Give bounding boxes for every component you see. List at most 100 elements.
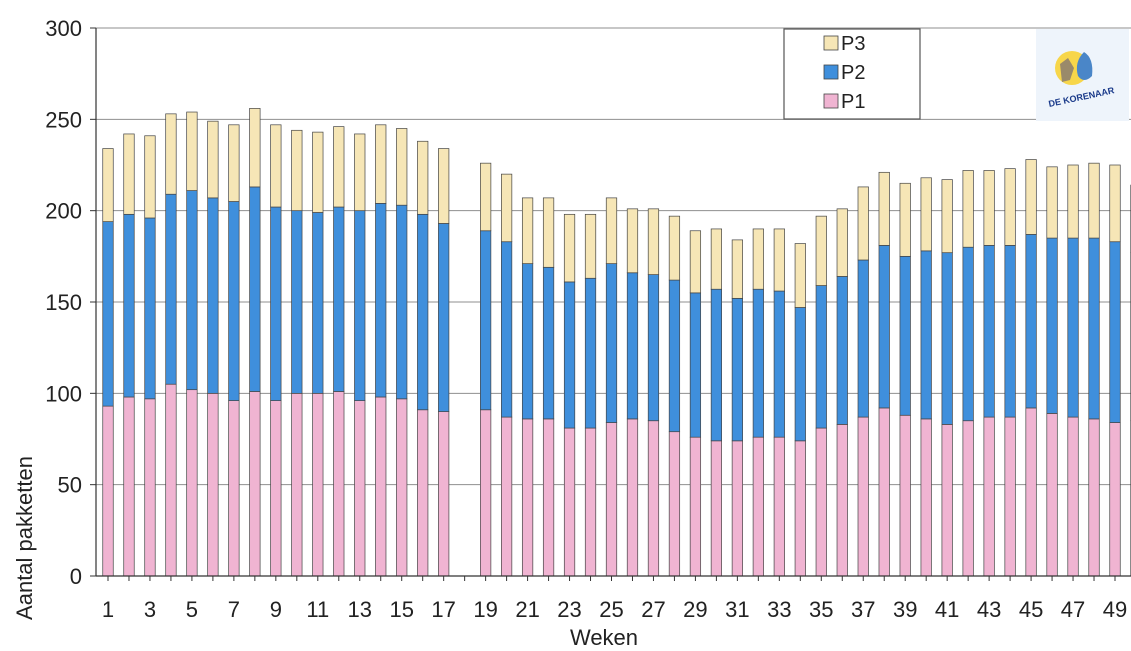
bar-p2-week-25 — [605, 263, 618, 423]
bar-p2-week-42 — [962, 246, 974, 422]
x-axis: 1 3 5 7 9 11 13 15 17 19 21 23 25 27 29 31 33 35 37 39 41 43 4… — [96, 575, 1131, 622]
bar-p2-week-10 — [291, 210, 303, 394]
bar-p1-week-4 — [165, 383, 177, 577]
bar-p1-week-37 — [857, 416, 869, 577]
x-tick-label: 29 — [683, 597, 707, 622]
bar-p2-week-21 — [521, 263, 534, 420]
bar-p3-week-24 — [584, 213, 597, 279]
x-tick-label: 17 — [431, 597, 455, 622]
bar-p3-week-16 — [417, 140, 429, 215]
bar-p1-week-24 — [584, 427, 597, 577]
bar-p2-week-41 — [941, 252, 953, 425]
bar-p3-week-44 — [1004, 168, 1016, 246]
x-tick-label: 9 — [270, 597, 282, 622]
legend-box — [783, 28, 921, 120]
bar-p2-week-27 — [647, 274, 660, 422]
bar-p3-week-30 — [710, 228, 723, 290]
bar-p3-week-41 — [941, 179, 953, 254]
bar-p2-week-22 — [542, 266, 555, 420]
bar-p2-week-6 — [207, 197, 219, 394]
bar-p2-week-31 — [731, 298, 743, 442]
bar-p1-week-1 — [102, 405, 114, 577]
bar-p3-week-40 — [920, 177, 932, 252]
x-tick-label: 45 — [1019, 597, 1043, 622]
x-tick-label: 3 — [144, 597, 156, 622]
bar-p3-week-29 — [689, 230, 702, 294]
y-tick-label: 100 — [45, 381, 82, 406]
bar-p1-week-27 — [647, 420, 660, 577]
bar-p2-week-36 — [836, 276, 848, 425]
bar-p3-week-49 — [1109, 164, 1121, 243]
bar-p2-week-33 — [773, 290, 785, 438]
bar-p3-week-35 — [815, 215, 827, 286]
bar-p1-week-21 — [521, 418, 534, 577]
y-tick-label: 250 — [45, 107, 82, 132]
bar-p3-week-23 — [563, 213, 576, 283]
bar-p2-week-34 — [794, 307, 806, 442]
bar-p2-week-5 — [186, 190, 198, 391]
bar-p2-week-3 — [144, 217, 156, 400]
legend-swatch-p1 — [823, 93, 839, 109]
bar-p2-week-49 — [1109, 241, 1121, 423]
bar-p2-week-30 — [710, 288, 723, 442]
bar-p1-week-2 — [123, 396, 135, 577]
bar-p3-week-7 — [228, 124, 240, 202]
bar-p1-week-9 — [270, 400, 282, 577]
x-tick-label: 21 — [515, 597, 539, 622]
bar-p1-week-30 — [710, 440, 723, 577]
bar-p2-week-39 — [899, 255, 911, 416]
x-tick-label: 23 — [557, 597, 581, 622]
x-tick-label: 15 — [389, 597, 413, 622]
bar-p3-week-32 — [752, 228, 764, 290]
legend-swatch-p3 — [823, 35, 839, 51]
bar-p1-week-42 — [962, 420, 974, 577]
bar-p1-week-8 — [249, 391, 261, 577]
y-axis: 0 50 100 150 200 250 300 — [45, 16, 97, 589]
bar-p3-week-31 — [731, 239, 743, 299]
x-tick-label: 1 — [102, 597, 114, 622]
bar-p2-week-7 — [228, 201, 240, 401]
bar-p3-week-12 — [333, 126, 345, 208]
bar-p1-week-23 — [563, 427, 576, 577]
bar-p3-week-11 — [312, 131, 324, 213]
x-tick-label: 43 — [977, 597, 1001, 622]
bar-p3-week-2 — [123, 133, 135, 215]
bar-p2-week-2 — [123, 213, 135, 398]
bar-p3-week-37 — [857, 186, 869, 261]
bar-p3-week-22 — [542, 197, 555, 268]
bar-p1-week-45 — [1025, 407, 1037, 577]
bar-p2-week-32 — [752, 288, 764, 438]
bar-p2-week-19 — [480, 230, 492, 411]
bar-p3-week-4 — [165, 113, 177, 195]
bar-p3-week-21 — [521, 197, 534, 264]
x-tick-label: 47 — [1061, 597, 1085, 622]
bar-p1-week-40 — [920, 418, 932, 577]
x-tick-label: 49 — [1103, 597, 1127, 622]
bar-p2-week-26 — [626, 272, 639, 420]
bar-p1-week-13 — [354, 400, 366, 577]
bar-p3-week-34 — [794, 243, 806, 308]
bar-p2-week-37 — [857, 259, 869, 418]
bar-p1-week-19 — [480, 409, 492, 577]
bar-p1-week-15 — [396, 398, 408, 577]
bar-p1-week-26 — [626, 418, 639, 577]
x-tick-label: 31 — [725, 597, 749, 622]
bar-p1-week-6 — [207, 392, 219, 577]
bar-p3-week-14 — [375, 124, 387, 204]
bar-p1-week-3 — [144, 398, 156, 577]
bar-p3-week-20 — [501, 173, 513, 243]
bar-p1-week-29 — [689, 436, 702, 577]
x-tick-label: 41 — [935, 597, 959, 622]
bar-p3-week-28 — [668, 215, 681, 281]
bar-p1-week-17 — [438, 411, 450, 577]
bar-p2-week-16 — [417, 213, 429, 411]
bar-p3-week-10 — [291, 129, 303, 212]
bar-p3-week-33 — [773, 228, 785, 292]
x-tick-label: 19 — [473, 597, 497, 622]
bar-p2-week-44 — [1004, 245, 1016, 418]
bar-p2-week-13 — [354, 210, 366, 401]
bar-p3-week-8 — [249, 108, 261, 188]
legend-swatch-p2 — [823, 64, 839, 80]
x-tick-label: 13 — [348, 597, 372, 622]
